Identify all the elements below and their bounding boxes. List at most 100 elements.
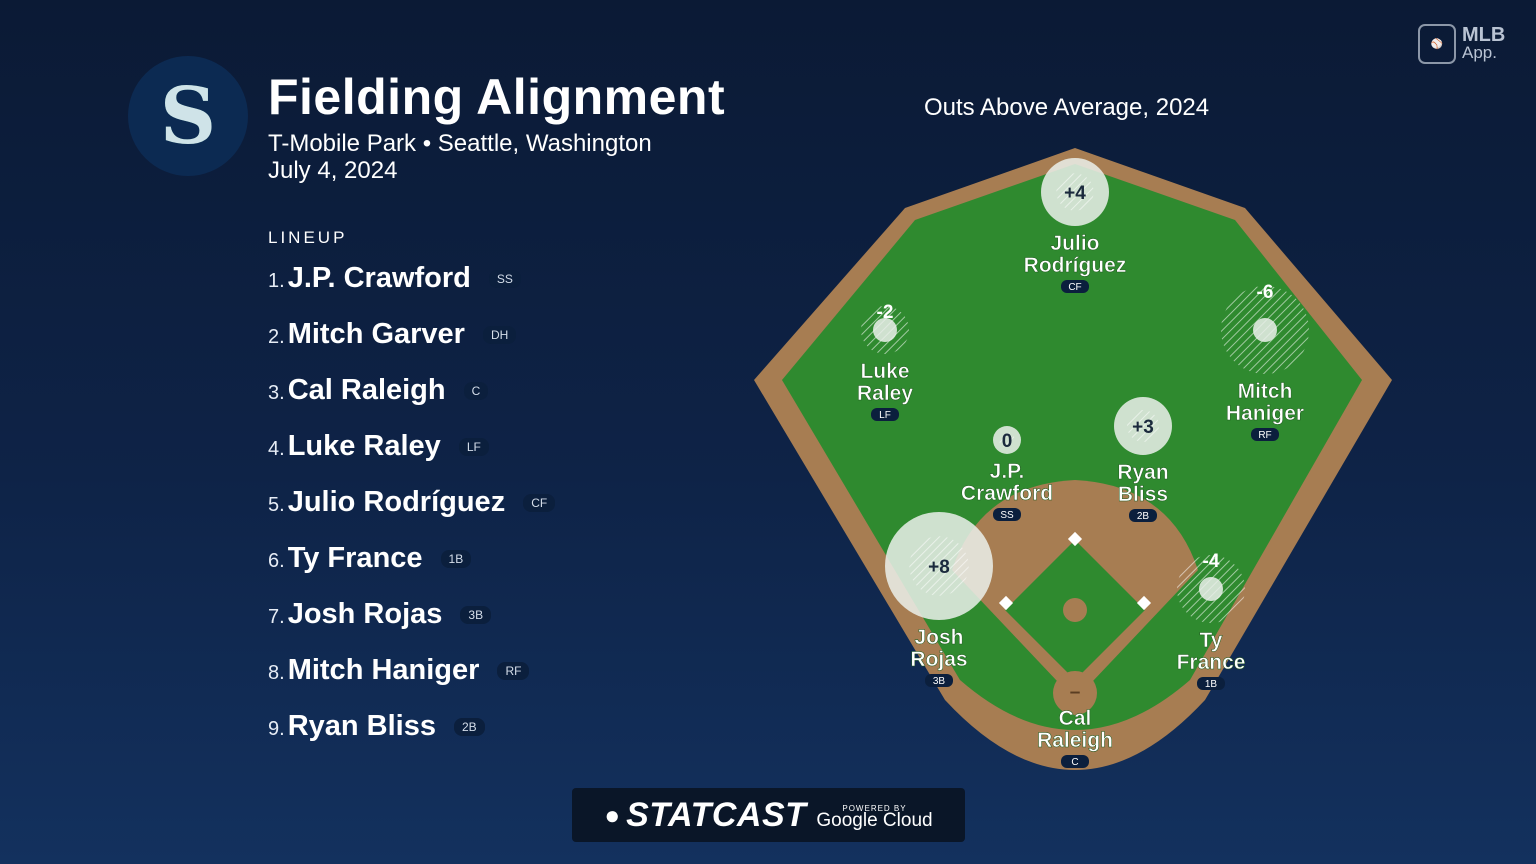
statcast-batter-icon: ● bbox=[604, 799, 621, 830]
batting-order: 9. bbox=[268, 718, 285, 740]
oaa-bubble-inner bbox=[873, 318, 897, 342]
google-cloud-text: Google Cloud bbox=[816, 810, 933, 831]
position-badge-bg bbox=[1251, 428, 1279, 441]
player-first-name: Luke bbox=[860, 360, 909, 383]
batting-order: 2. bbox=[268, 326, 285, 348]
position-badge: 1B bbox=[1205, 679, 1218, 690]
third-base bbox=[998, 595, 1014, 611]
player-name: Mitch Garver bbox=[287, 318, 465, 350]
position-badge: CF bbox=[523, 494, 556, 512]
chart-title: Outs Above Average, 2024 bbox=[924, 94, 1210, 121]
mariners-s-icon: S bbox=[159, 70, 217, 162]
page-title: Fielding Alignment bbox=[268, 69, 726, 125]
player-first-name: Julio bbox=[1050, 232, 1099, 255]
batting-order: 7. bbox=[268, 606, 285, 628]
lineup-item: 3. Cal Raleigh C bbox=[268, 374, 555, 430]
player-last-name: Crawford bbox=[961, 482, 1053, 505]
second-base bbox=[1067, 531, 1083, 547]
statcast-wordmark: STATCAST bbox=[626, 795, 807, 834]
player-name: Luke Raley bbox=[287, 430, 441, 462]
lineup-item: 1. J.P. Crawford SS bbox=[268, 262, 555, 318]
oaa-value: 0 bbox=[1002, 431, 1013, 452]
position-badge-bg bbox=[1061, 755, 1089, 768]
statcast-banner: ● STATCAST POWERED BY Google Cloud bbox=[572, 788, 965, 842]
oaa-value: +8 bbox=[928, 557, 950, 578]
position-badge: CF bbox=[1068, 282, 1081, 293]
lineup-item: 4. Luke Raley LF bbox=[268, 430, 555, 486]
player-name: Cal Raleigh bbox=[287, 374, 446, 406]
player-name: J.P. Crawford bbox=[287, 262, 471, 294]
mlb-app-line2: App. bbox=[1462, 43, 1497, 62]
player-first-name: Ryan bbox=[1117, 461, 1168, 484]
batting-order: 3. bbox=[268, 382, 285, 404]
player-first-name: Josh bbox=[914, 626, 963, 649]
oaa-bubble-inner bbox=[1056, 173, 1094, 211]
player-name: Ty France bbox=[287, 542, 423, 574]
player-name: Mitch Haniger bbox=[287, 654, 480, 686]
lineup-item: 8. Mitch Haniger RF bbox=[268, 654, 555, 710]
player-last-name: Raley bbox=[857, 382, 913, 405]
position-badge: 2B bbox=[1137, 511, 1150, 522]
player-last-name: Haniger bbox=[1226, 402, 1304, 425]
position-badge: DH bbox=[482, 326, 517, 344]
player-last-name: Raleigh bbox=[1037, 729, 1113, 752]
oaa-value: -2 bbox=[877, 302, 894, 323]
game-date: July 4, 2024 bbox=[268, 157, 398, 184]
player-last-name: Rodríguez bbox=[1024, 254, 1127, 277]
player-name: Ryan Bliss bbox=[287, 710, 436, 742]
position-badge-bg bbox=[993, 508, 1021, 521]
mlb-batter-icon: ⚾ bbox=[1418, 24, 1456, 64]
player-last-name: France bbox=[1177, 651, 1246, 674]
player-first-name: Mitch bbox=[1238, 380, 1293, 403]
team-logo: S bbox=[128, 56, 248, 176]
batting-order: 4. bbox=[268, 438, 285, 460]
position-badge-bg bbox=[871, 408, 899, 421]
position-badge-bg bbox=[1129, 509, 1157, 522]
powered-by-text: POWERED BY bbox=[842, 804, 907, 813]
player-first-name: Ty bbox=[1200, 629, 1223, 652]
batting-order: 1. bbox=[268, 270, 285, 292]
google-cloud-logo: POWERED BY Google Cloud bbox=[816, 803, 933, 831]
oaa-bubble-inner bbox=[1199, 577, 1223, 601]
position-badge: C bbox=[463, 382, 489, 400]
position-badge: RF bbox=[497, 662, 530, 680]
position-badge-bg bbox=[1061, 280, 1089, 293]
player-last-name: Rojas bbox=[910, 648, 967, 671]
position-badge: LF bbox=[458, 438, 489, 456]
position-badge: C bbox=[1071, 757, 1078, 768]
position-badge-bg bbox=[925, 674, 953, 687]
position-badge-bg bbox=[1197, 677, 1225, 690]
lineup-item: 7. Josh Rojas 3B bbox=[268, 598, 555, 654]
oaa-bubble-inner bbox=[1127, 410, 1159, 442]
batting-order: 5. bbox=[268, 494, 285, 516]
oaa-value: -6 bbox=[1257, 282, 1274, 303]
oaa-bubble-inner bbox=[909, 536, 969, 596]
oaa-value: -4 bbox=[1203, 551, 1220, 572]
player-name: Josh Rojas bbox=[287, 598, 443, 630]
position-badge: SS bbox=[488, 270, 521, 288]
position-badge: 2B bbox=[453, 718, 485, 736]
mlb-app-line1: MLB bbox=[1462, 24, 1506, 46]
lineup-item: 5. Julio Rodríguez CF bbox=[268, 486, 556, 542]
player-last-name: Bliss bbox=[1118, 483, 1168, 506]
position-badge: RF bbox=[1258, 430, 1271, 441]
first-base bbox=[1136, 595, 1152, 611]
oaa-value: +4 bbox=[1064, 183, 1086, 204]
position-badge: LF bbox=[879, 410, 891, 421]
mlb-app-wordmark: MLB App. bbox=[1462, 24, 1506, 62]
position-badge: 1B bbox=[440, 550, 472, 568]
player-name: Julio Rodríguez bbox=[287, 486, 506, 518]
oaa-bubble-inner bbox=[999, 432, 1015, 448]
lineup-list: 1. J.P. Crawford SS 2. Mitch Garver DH 3. Cal… bbox=[268, 262, 556, 766]
lineup-item: 6. Ty France 1B bbox=[268, 542, 555, 598]
mlb-app-logo: ⚾ MLB App. bbox=[1418, 24, 1505, 64]
oaa-value: – bbox=[1070, 682, 1081, 703]
lineup-heading: LINEUP bbox=[268, 228, 348, 247]
batting-order: 6. bbox=[268, 550, 285, 572]
position-badge: SS bbox=[1000, 510, 1014, 521]
player-first-name: J.P. bbox=[990, 460, 1025, 483]
lineup-item: 9. Ryan Bliss 2B bbox=[268, 710, 555, 766]
batting-order: 8. bbox=[268, 662, 285, 684]
